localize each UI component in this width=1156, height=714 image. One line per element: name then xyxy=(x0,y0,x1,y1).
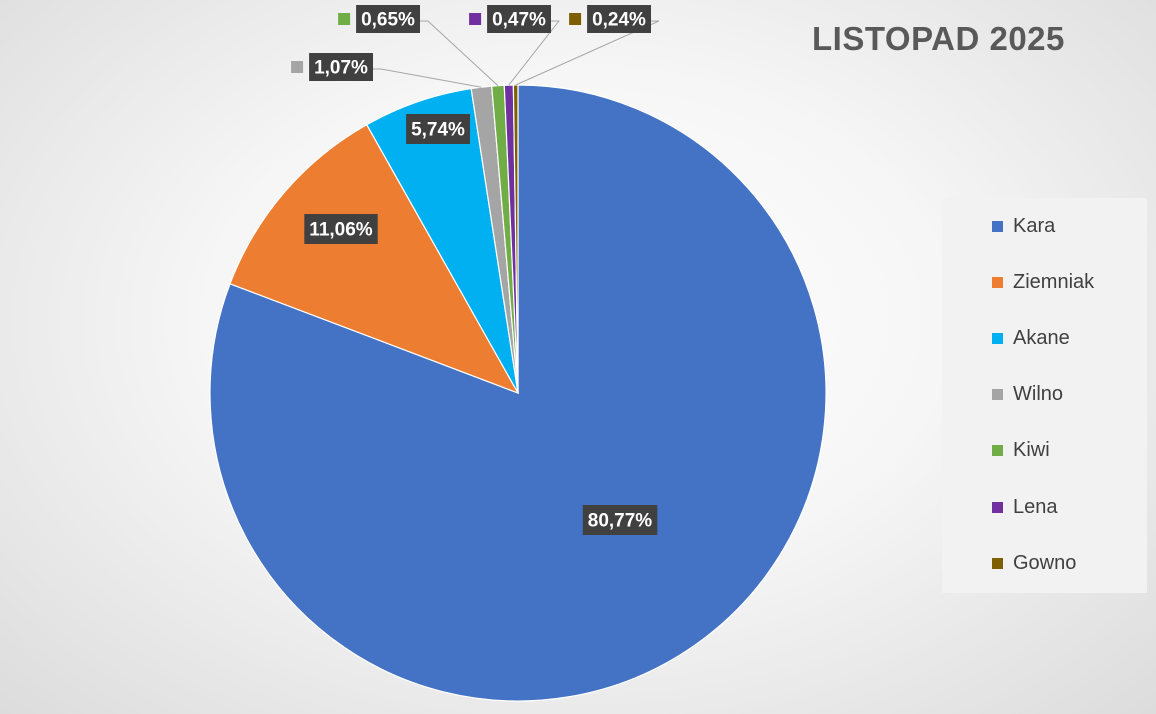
legend-swatch-lena xyxy=(992,501,1003,513)
data-label-swatch-gowno xyxy=(569,13,582,25)
data-label-swatch-lena xyxy=(469,13,482,25)
data-label-wilno: 1,07% xyxy=(314,58,368,79)
data-label-ziemniak: 11,06% xyxy=(309,220,372,241)
legend-label-akane: Akane xyxy=(1013,326,1070,349)
legend-item-kiwi: Kiwi xyxy=(992,439,1050,463)
legend-item-kara: Kara xyxy=(992,214,1055,238)
data-label-box-kara xyxy=(582,505,658,535)
data-label-box-wilno xyxy=(309,53,373,81)
data-label-box-lena xyxy=(487,5,551,33)
leader-line-wilno xyxy=(372,68,482,88)
legend-item-wilno: Wilno xyxy=(992,383,1063,407)
legend-swatch-kara xyxy=(992,220,1003,232)
legend-swatch-akane xyxy=(992,332,1003,344)
legend: Kara Ziemniak Akane Wilno Kiwi Lena Gowno xyxy=(942,198,1147,593)
data-label-box-kiwi xyxy=(356,5,420,33)
data-label-kiwi: 0,65% xyxy=(361,10,415,31)
data-label-box-ziemniak xyxy=(304,214,378,244)
legend-item-ziemniak: Ziemniak xyxy=(992,270,1094,294)
legend-item-lena: Lena xyxy=(992,495,1058,519)
leader-line-lena xyxy=(508,20,560,86)
pie-slice-gowno xyxy=(512,84,519,394)
data-label-box-akane xyxy=(406,114,470,144)
data-label-lena: 0,47% xyxy=(492,10,546,31)
data-label-kara: 80,77% xyxy=(588,511,653,532)
data-label-box-gowno xyxy=(587,5,651,33)
legend-label-lena: Lena xyxy=(1013,495,1058,518)
leader-line-gowno xyxy=(515,20,660,86)
legend-label-wilno: Wilno xyxy=(1013,383,1064,406)
legend-label-kara: Kara xyxy=(1013,214,1056,237)
data-label-swatch-wilno xyxy=(291,61,304,73)
legend-swatch-wilno xyxy=(992,389,1003,401)
chart-title: LISTOPAD 2025 xyxy=(812,20,1065,57)
legend-label-ziemniak: Ziemniak xyxy=(1013,270,1095,293)
legend-swatch-kiwi xyxy=(992,445,1003,457)
legend-item-gowno: Gowno xyxy=(992,551,1076,575)
data-label-gowno: 0,24% xyxy=(592,10,646,31)
leader-line-kiwi xyxy=(419,20,499,87)
legend-label-kiwi: Kiwi xyxy=(1013,439,1050,462)
legend-swatch-gowno xyxy=(992,557,1003,569)
data-label-akane: 5,74% xyxy=(411,120,465,141)
data-label-swatch-kiwi xyxy=(338,13,351,25)
pie-slice-ziemniak xyxy=(229,123,520,395)
legend-item-akane: Akane xyxy=(992,326,1070,350)
legend-swatch-ziemniak xyxy=(992,276,1003,288)
legend-label-gowno: Gowno xyxy=(1013,551,1077,574)
